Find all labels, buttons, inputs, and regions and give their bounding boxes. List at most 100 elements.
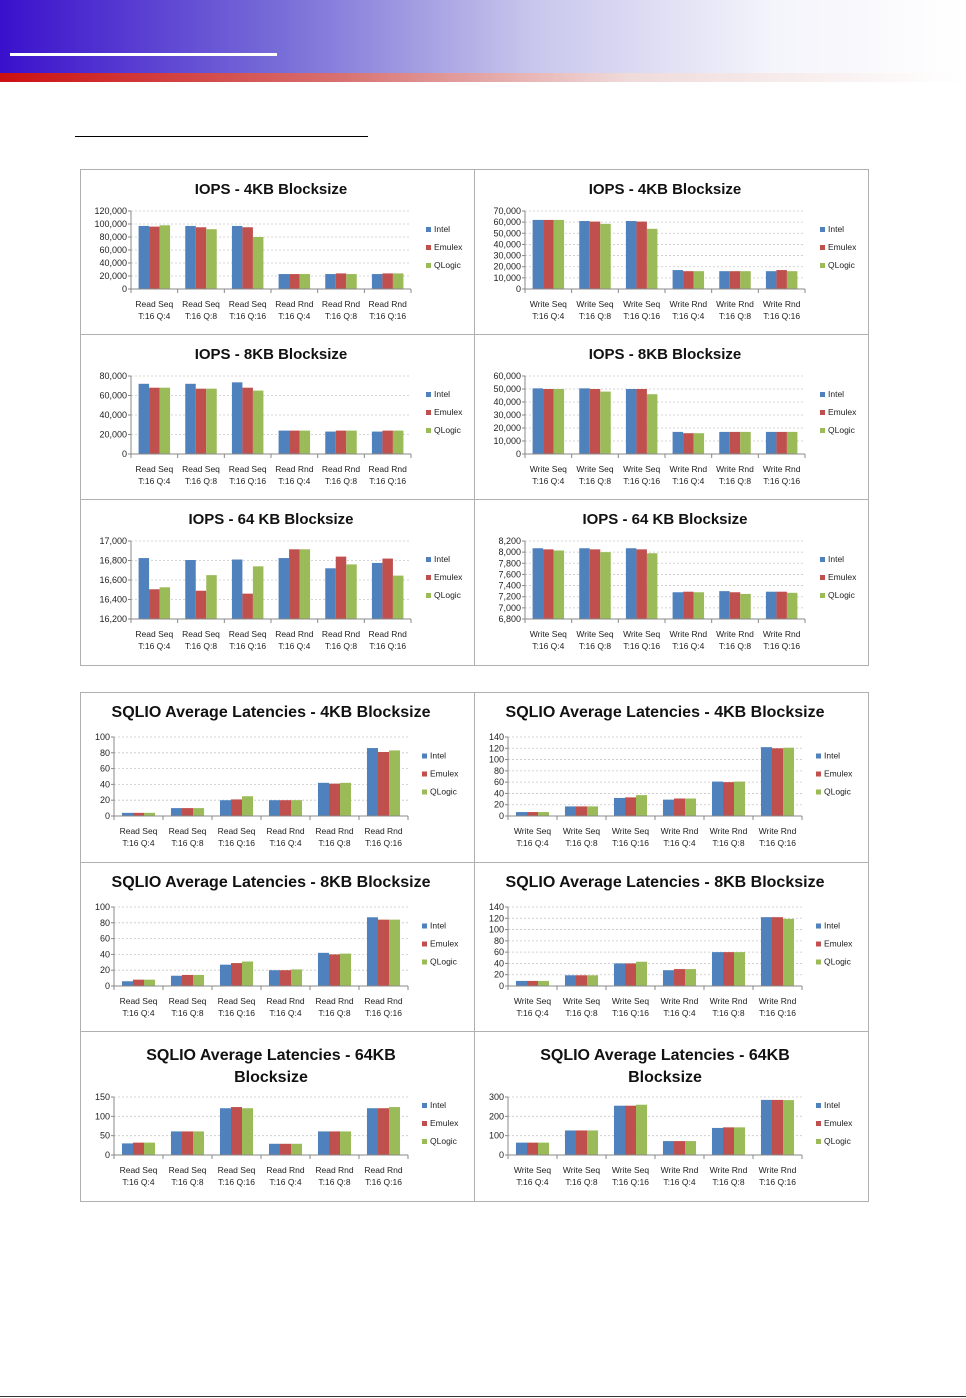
x-tick-label: T:16 Q:8 xyxy=(185,476,217,486)
bar-qlogic xyxy=(252,566,264,619)
legend-swatch-qlogic xyxy=(816,959,821,965)
x-tick-label: T:16 Q:8 xyxy=(325,476,357,486)
bar-qlogic xyxy=(252,390,264,454)
bar-qlogic xyxy=(159,587,171,619)
y-tick-label: 7,000 xyxy=(498,603,521,613)
x-tick-label: Read Rnd xyxy=(369,464,408,474)
x-tick-label: T:16 Q:8 xyxy=(318,838,350,848)
legend-swatch-intel xyxy=(426,392,431,397)
x-tick-label: T:16 Q:4 xyxy=(269,1008,301,1018)
y-tick-label: 0 xyxy=(122,284,127,294)
chart-title: IOPS - 4KB Blocksize xyxy=(195,181,348,198)
legend-swatch-intel xyxy=(816,923,821,929)
x-tick-label: T:16 Q:4 xyxy=(269,1177,301,1187)
y-tick-label: 300 xyxy=(489,1092,504,1102)
bar-chart: IOPS - 8KB Blocksize 0 20,000 40,000 60,000 8… xyxy=(99,346,463,486)
bar-qlogic xyxy=(786,431,798,454)
y-tick-label: 60 xyxy=(494,947,504,957)
y-tick-label: 17,000 xyxy=(99,536,127,546)
legend-label: Intel xyxy=(828,224,844,234)
y-tick-label: 80 xyxy=(100,918,110,928)
bar-intel xyxy=(613,797,625,816)
bar-intel xyxy=(170,975,182,986)
bar-qlogic xyxy=(346,430,357,454)
bar-intel xyxy=(515,1142,527,1155)
chart-panel: IOPS - 64 KB Blocksize 16,200 16,400 16,600… xyxy=(80,499,475,666)
y-tick-label: 16,800 xyxy=(99,556,127,566)
legend-label: QLogic xyxy=(434,590,462,600)
bar-emulex xyxy=(279,970,292,986)
bar-qlogic xyxy=(587,806,599,816)
bar-emulex xyxy=(722,1127,735,1155)
x-tick-label: Read Rnd xyxy=(364,1165,403,1175)
x-tick-label: T:16 Q:8 xyxy=(318,1008,350,1018)
legend-swatch-emulex xyxy=(422,771,427,777)
x-tick-label: Write Rnd xyxy=(670,629,708,639)
bar-emulex xyxy=(624,797,637,816)
bar-intel xyxy=(719,431,730,454)
x-tick-label: T:16 Q:8 xyxy=(171,838,203,848)
bar-qlogic xyxy=(242,961,254,986)
x-tick-label: T:16 Q:4 xyxy=(516,1008,548,1018)
bar-intel xyxy=(532,548,544,619)
bar-chart: IOPS - 8KB Blocksize 0 10,000 20,000 30,000 4… xyxy=(493,346,857,486)
bar-intel xyxy=(711,952,723,986)
y-tick-label: 10,000 xyxy=(493,436,521,446)
x-tick-label: T:16 Q:8 xyxy=(712,838,744,848)
bar-emulex xyxy=(289,549,300,619)
y-tick-label: 20,000 xyxy=(99,430,127,440)
bar-intel xyxy=(231,225,243,289)
x-tick-label: T:16 Q:16 xyxy=(612,838,649,848)
bar-emulex xyxy=(382,430,393,454)
y-tick-label: 16,600 xyxy=(99,575,127,585)
x-tick-label: Read Rnd xyxy=(322,299,361,309)
legend-label: QLogic xyxy=(434,260,462,270)
bar-qlogic xyxy=(193,1131,205,1155)
bar-emulex xyxy=(722,782,735,816)
x-tick-label: T:16 Q:16 xyxy=(365,1177,402,1187)
x-tick-label: T:16 Q:4 xyxy=(672,641,704,651)
legend-label: QLogic xyxy=(824,1136,852,1146)
bar-emulex xyxy=(771,1099,784,1155)
x-tick-label: T:16 Q:16 xyxy=(229,476,266,486)
x-tick-label: Write Seq xyxy=(563,996,600,1006)
legend-swatch-qlogic xyxy=(426,593,431,598)
x-tick-label: T:16 Q:4 xyxy=(278,311,310,321)
bar-intel xyxy=(231,559,243,619)
x-tick-label: T:16 Q:8 xyxy=(185,641,217,651)
bar-qlogic xyxy=(693,433,705,454)
bar-emulex xyxy=(230,963,243,986)
bar-intel xyxy=(366,1108,378,1155)
y-tick-label: 30,000 xyxy=(493,251,521,261)
y-tick-label: 20,000 xyxy=(493,262,521,272)
bar-qlogic xyxy=(206,229,217,289)
legend-swatch-intel xyxy=(820,392,825,397)
legend-label: QLogic xyxy=(434,425,462,435)
bar-intel xyxy=(719,271,730,289)
x-tick-label: Write Rnd xyxy=(763,629,801,639)
bar-qlogic xyxy=(193,808,205,816)
bar-intel xyxy=(219,964,231,986)
x-tick-label: Write Rnd xyxy=(670,299,708,309)
bar-qlogic xyxy=(553,389,565,454)
legend-swatch-intel xyxy=(426,557,431,562)
legend-swatch-intel xyxy=(426,227,431,232)
x-tick-label: T:16 Q:16 xyxy=(365,838,402,848)
bar-qlogic xyxy=(600,391,611,454)
x-tick-label: Read Seq xyxy=(120,1165,158,1175)
chart-title: IOPS - 8KB Blocksize xyxy=(589,346,742,363)
y-tick-label: 100,000 xyxy=(94,219,127,229)
bar-chart: SQLIO Average Latencies - 8KB Blocksize 0… xyxy=(489,874,853,1018)
y-tick-label: 100 xyxy=(95,732,110,742)
bar-emulex xyxy=(335,273,347,289)
x-tick-label: T:16 Q:16 xyxy=(759,1008,796,1018)
x-tick-label: Write Seq xyxy=(612,1165,649,1175)
chart-title: IOPS - 64 KB Blocksize xyxy=(582,511,747,528)
bar-intel xyxy=(371,274,383,289)
y-tick-label: 0 xyxy=(516,284,521,294)
x-tick-label: Read Seq xyxy=(182,629,220,639)
chart-title: SQLIO Average Latencies - 64KB xyxy=(540,1047,790,1064)
bar-emulex xyxy=(132,1142,145,1155)
bar-emulex xyxy=(771,917,784,986)
x-tick-label: Read Seq xyxy=(135,464,173,474)
